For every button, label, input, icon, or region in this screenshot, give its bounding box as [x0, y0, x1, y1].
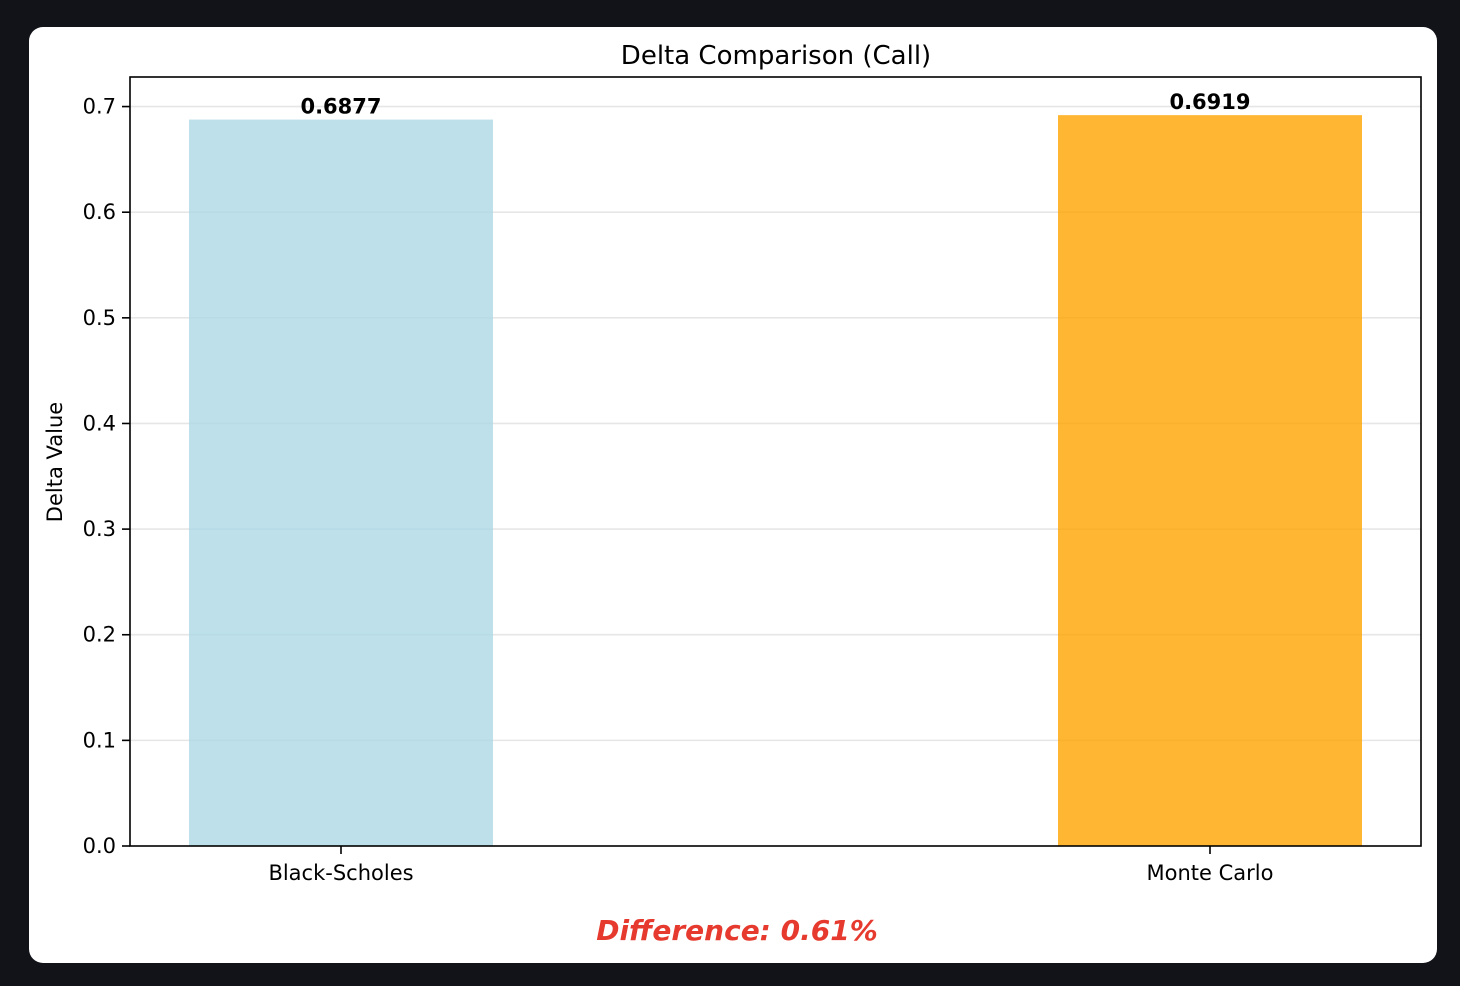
y-tick-label: 0.1 [83, 728, 116, 752]
y-tick-label: 0.4 [83, 411, 116, 435]
bar-value-label: 0.6877 [300, 95, 381, 119]
y-tick-label: 0.6 [83, 200, 116, 224]
y-tick-label: 0.0 [83, 834, 116, 858]
axes-frame [129, 76, 1422, 847]
bar-black-scholes [189, 119, 493, 846]
difference-annotation: Difference: 0.61% [596, 914, 878, 947]
x-tick-label: Black-Scholes [268, 861, 413, 885]
y-tick-label: 0.3 [83, 517, 116, 541]
bar-monte-carlo [1058, 115, 1362, 846]
x-axis-ticks: Black-Scholes Monte Carlo [268, 846, 1273, 885]
chart-title: Delta Comparison (Call) [621, 41, 931, 71]
bar-value-label: 0.6919 [1169, 90, 1250, 114]
bars [189, 115, 1362, 846]
y-axis-ticks: 0.0 0.1 0.2 0.3 0.4 0.5 0.6 0.7 [83, 95, 130, 858]
y-tick-label: 0.7 [83, 95, 116, 119]
y-tick-label: 0.5 [83, 306, 116, 330]
y-tick-label: 0.2 [83, 623, 116, 647]
x-tick-label: Monte Carlo [1147, 861, 1274, 885]
bar-value-labels: 0.6877 0.6919 [300, 90, 1250, 118]
delta-comparison-chart: Delta Comparison (Call) 0.6877 0.6919 0.0… [43, 41, 1422, 947]
y-axis-label: Delta Value [43, 402, 67, 522]
chart-card: Delta Comparison (Call) 0.6877 0.6919 0.0… [29, 27, 1437, 963]
